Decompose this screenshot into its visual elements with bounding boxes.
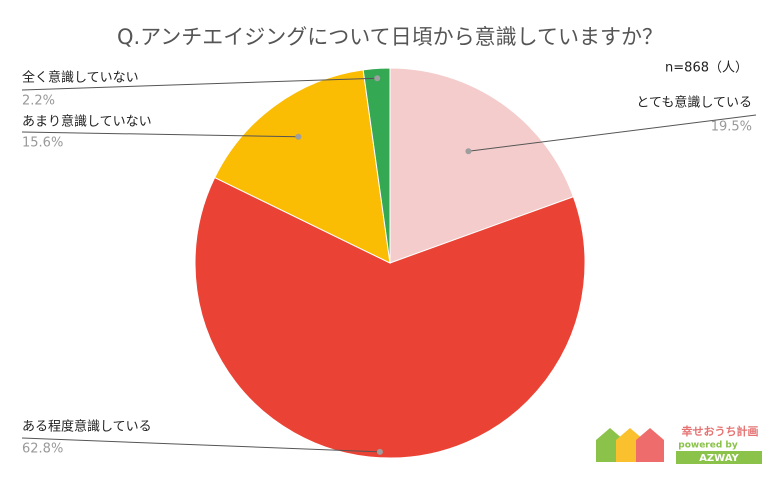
category-label: あまり意識していない	[22, 114, 152, 130]
logo-powered: powered by	[678, 441, 738, 451]
value-label: 15.6%	[22, 136, 63, 151]
category-label: ある程度意識している	[22, 419, 152, 435]
leader-line	[21, 77, 378, 91]
pie-slice	[194, 176, 586, 459]
leader-dot	[295, 133, 302, 140]
value-label: 62.8%	[22, 442, 63, 457]
category-label: とても意識している	[636, 95, 752, 111]
logo-bar	[676, 451, 762, 464]
pie-slice	[214, 69, 391, 264]
value-label: 2.2%	[22, 94, 55, 109]
leader-line	[21, 437, 380, 453]
logo-company: AZWAY	[699, 453, 739, 464]
pie-slice	[362, 67, 391, 264]
leader-dot	[376, 448, 383, 455]
leader-line	[21, 131, 299, 138]
pie-slice	[389, 67, 575, 264]
leader-dot	[465, 148, 472, 155]
chart-title: Q.アンチエイジングについて日頃から意識していますか？	[117, 25, 663, 49]
logo-name: 幸せおうち計画	[682, 424, 759, 438]
value-label: 19.5%	[711, 120, 752, 135]
leader-dot	[374, 75, 381, 82]
category-label: 全く意識していない	[22, 70, 139, 86]
chart-subtitle: n=868（人）	[665, 61, 748, 76]
brand-logo: 幸せおうち計画 powered by AZWAY	[596, 424, 762, 464]
logo-house	[636, 428, 664, 462]
leader-line	[468, 114, 757, 152]
